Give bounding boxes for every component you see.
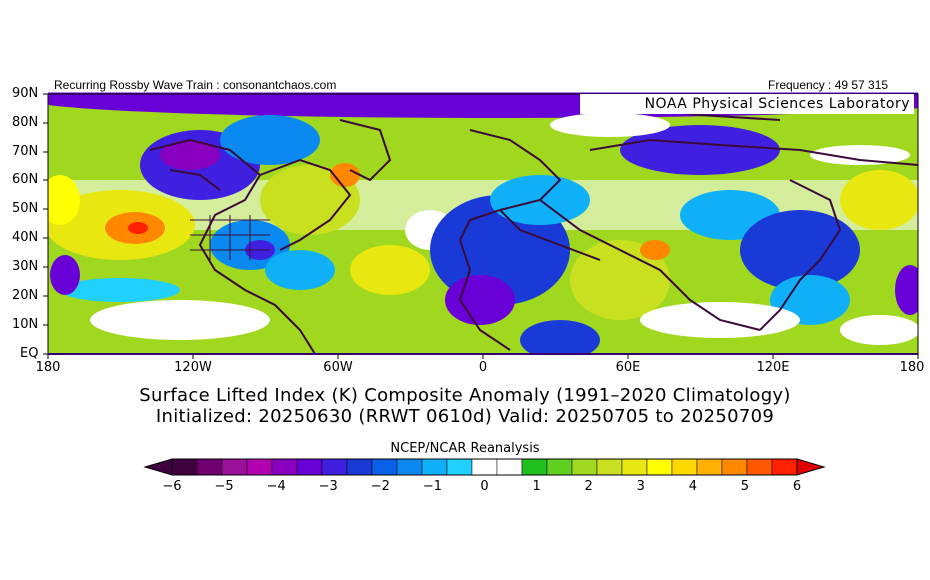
lon-label-120e: 120E [756, 360, 790, 375]
colorbar-swatch [696, 458, 723, 476]
colorbar-tick-label: −3 [318, 479, 338, 494]
colorbar-tick-label: −2 [370, 479, 390, 494]
lon-label-60e: 60E [615, 360, 641, 375]
colorbar-swatch [371, 458, 398, 476]
lat-label-80n: 80N [12, 115, 39, 130]
lat-label-40n: 40N [12, 230, 39, 245]
colorbar-tick-label: 6 [792, 479, 802, 494]
colorbar-swatch [296, 458, 323, 476]
colorbar-tick-label: −5 [214, 479, 234, 494]
colorbar-swatch [571, 458, 598, 476]
colorbar-swatch [196, 458, 223, 476]
colorbar-tick-label: 1 [532, 479, 541, 494]
lat-label-eq: EQ [20, 346, 39, 361]
colorbar-tick-label: −4 [266, 479, 286, 494]
colorbar-tick-label: 0 [480, 479, 489, 494]
lat-label-10n: 10N [12, 317, 39, 332]
colorbar-swatch [746, 458, 773, 476]
colorbar-swatch [221, 458, 248, 476]
colorbar-tick-label: 5 [740, 479, 750, 494]
colorbar-over-arrow [796, 458, 826, 476]
colorbar-swatch [446, 458, 473, 476]
colorbar-swatch [171, 458, 198, 476]
lon-label-180-west: 180 [35, 360, 61, 375]
colorbar-swatch [471, 458, 498, 476]
colorbar-swatch [321, 458, 348, 476]
lat-label-30n: 30N [12, 259, 39, 274]
header-source-label: Recurring Rossby Wave Train : consonantc… [54, 78, 337, 92]
map-credit-label: NOAA Physical Sciences Laboratory [580, 94, 914, 114]
lon-label-60w: 60W [323, 360, 353, 375]
colorbar-swatch [646, 458, 673, 476]
anomaly-field [48, 94, 918, 354]
colorbar-swatch [671, 458, 698, 476]
header-frequency-label: Frequency : 49 57 315 [768, 78, 889, 92]
map-title-line1: Surface Lifted Index (K) Composite Anoma… [139, 385, 791, 406]
colorbar-swatch [621, 458, 648, 476]
lat-label-60n: 60N [12, 172, 39, 187]
colorbar-tick-label: −6 [162, 479, 182, 494]
colorbar-swatch [246, 458, 273, 476]
colorbar-tick-label: −1 [422, 479, 442, 494]
colorbar-swatch [596, 458, 623, 476]
lat-label-70n: 70N [12, 144, 39, 159]
state-borders [190, 215, 270, 260]
colorbar-swatch [771, 458, 798, 476]
colorbar-swatch [396, 458, 423, 476]
lon-label-120w: 120W [174, 360, 212, 375]
colorbar-under-arrow [143, 458, 173, 476]
colorbar-tick-label: 4 [688, 479, 697, 494]
colorbar-swatch [546, 458, 573, 476]
colorbar-swatch [721, 458, 748, 476]
colorbar-swatch [346, 458, 373, 476]
lat-label-20n: 20N [12, 288, 39, 303]
colorbar-swatch [521, 458, 548, 476]
lon-label-180-east: 180 [899, 360, 925, 375]
lon-label-0: 0 [478, 360, 488, 375]
colorbar-tick-label: 3 [636, 479, 645, 494]
colorbar-swatch [496, 458, 523, 476]
lat-label-50n: 50N [12, 201, 39, 216]
lat-label-90n: 90N [12, 86, 39, 101]
data-source-label: NCEP/NCAR Reanalysis [390, 441, 540, 456]
colorbar-tick-label: 2 [584, 479, 593, 494]
coastlines [149, 103, 919, 355]
map-title-line2: Initialized: 20250630 (RRWT 0610d) Valid… [155, 406, 775, 427]
colorbar [143, 458, 826, 476]
colorbar-swatch [421, 458, 448, 476]
colorbar-swatch [271, 458, 298, 476]
